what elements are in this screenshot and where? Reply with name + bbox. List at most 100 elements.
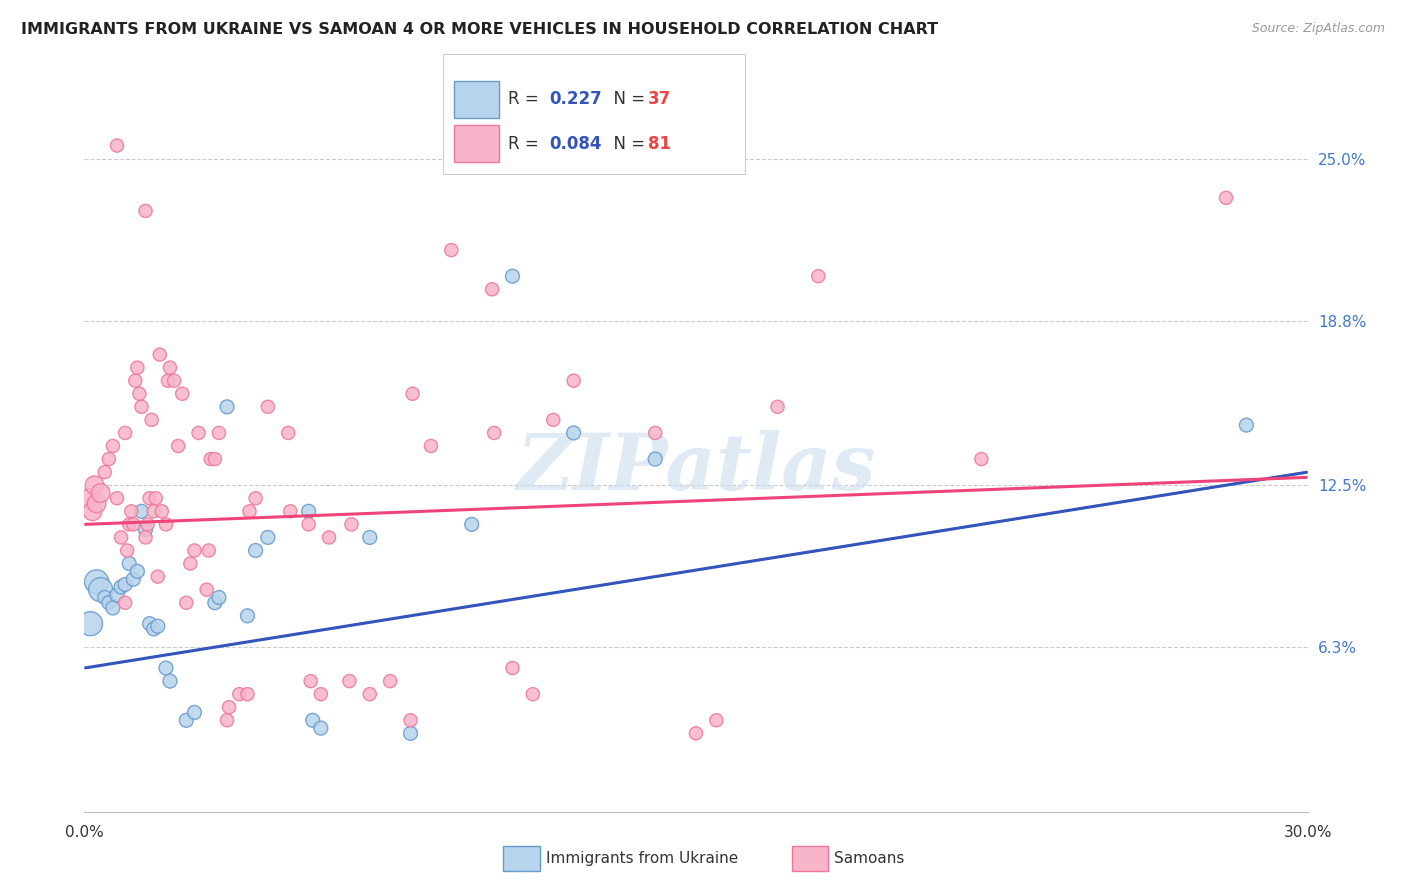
Point bbox=[118, 517, 141, 532]
Point bbox=[131, 504, 153, 518]
Point bbox=[236, 608, 259, 623]
Point bbox=[685, 726, 707, 740]
Point bbox=[145, 491, 167, 506]
Point bbox=[79, 616, 101, 631]
Point bbox=[131, 400, 153, 414]
Point bbox=[128, 386, 150, 401]
Point bbox=[238, 504, 260, 518]
Point bbox=[155, 517, 177, 532]
Point bbox=[105, 491, 128, 506]
Point bbox=[159, 674, 181, 689]
Point bbox=[142, 504, 165, 518]
Point bbox=[120, 504, 142, 518]
Point bbox=[208, 591, 231, 605]
Point bbox=[101, 601, 124, 615]
Point bbox=[86, 496, 108, 510]
Point bbox=[420, 439, 443, 453]
Point bbox=[245, 543, 267, 558]
Point bbox=[807, 269, 830, 284]
Text: 0.227: 0.227 bbox=[550, 90, 603, 108]
Point bbox=[159, 360, 181, 375]
Point bbox=[502, 661, 524, 675]
Point bbox=[340, 517, 363, 532]
Point bbox=[93, 591, 115, 605]
Point bbox=[90, 582, 112, 597]
Point bbox=[644, 452, 666, 467]
Point bbox=[217, 400, 239, 414]
Point bbox=[197, 543, 219, 558]
Point bbox=[970, 452, 993, 467]
Point bbox=[309, 721, 332, 735]
Point bbox=[155, 661, 177, 675]
Point bbox=[380, 674, 402, 689]
Point bbox=[135, 523, 157, 537]
Text: R =: R = bbox=[508, 90, 544, 108]
Point bbox=[204, 452, 226, 467]
Point bbox=[118, 557, 141, 571]
Point bbox=[122, 517, 145, 532]
Point bbox=[401, 386, 423, 401]
Point bbox=[245, 491, 267, 506]
Point bbox=[562, 425, 585, 440]
Point bbox=[97, 452, 120, 467]
Point bbox=[142, 622, 165, 636]
Point bbox=[97, 596, 120, 610]
Point bbox=[257, 530, 280, 544]
Point bbox=[172, 386, 194, 401]
Point bbox=[217, 714, 239, 728]
Point bbox=[1236, 418, 1258, 433]
Point bbox=[167, 439, 190, 453]
Text: R =: R = bbox=[508, 135, 544, 153]
Point bbox=[114, 577, 136, 591]
Text: 81: 81 bbox=[648, 135, 671, 153]
Text: 37: 37 bbox=[648, 90, 672, 108]
Point bbox=[200, 452, 222, 467]
Point bbox=[136, 517, 159, 532]
Point bbox=[195, 582, 218, 597]
Point bbox=[706, 714, 728, 728]
Point bbox=[359, 530, 381, 544]
Point bbox=[141, 413, 163, 427]
Point bbox=[562, 374, 585, 388]
Point bbox=[298, 517, 321, 532]
Point bbox=[83, 478, 105, 492]
Text: N =: N = bbox=[603, 90, 651, 108]
Point bbox=[298, 504, 321, 518]
Point bbox=[257, 400, 280, 414]
Point bbox=[277, 425, 299, 440]
Point bbox=[482, 425, 505, 440]
Point bbox=[156, 374, 179, 388]
Point bbox=[174, 714, 197, 728]
Text: N =: N = bbox=[603, 135, 651, 153]
Point bbox=[110, 580, 132, 594]
Point bbox=[90, 486, 112, 500]
Point bbox=[115, 543, 138, 558]
Point bbox=[135, 530, 157, 544]
Point bbox=[236, 687, 259, 701]
Point bbox=[208, 425, 231, 440]
Point bbox=[502, 269, 524, 284]
Point bbox=[339, 674, 361, 689]
Text: 0.084: 0.084 bbox=[550, 135, 602, 153]
Point bbox=[481, 282, 503, 296]
Point bbox=[522, 687, 544, 701]
Point bbox=[299, 674, 322, 689]
Point bbox=[461, 517, 484, 532]
Point bbox=[138, 616, 160, 631]
Point bbox=[101, 439, 124, 453]
Point bbox=[93, 465, 115, 479]
Point bbox=[218, 700, 240, 714]
Point bbox=[114, 596, 136, 610]
Point bbox=[110, 530, 132, 544]
Point bbox=[114, 425, 136, 440]
Point bbox=[127, 360, 149, 375]
Point bbox=[179, 557, 201, 571]
Point bbox=[146, 619, 169, 633]
Point bbox=[183, 543, 205, 558]
Point bbox=[440, 243, 463, 257]
Point bbox=[1215, 191, 1237, 205]
Point bbox=[318, 530, 340, 544]
Point bbox=[77, 491, 100, 506]
Text: ZIPatlas: ZIPatlas bbox=[516, 430, 876, 506]
Point bbox=[149, 348, 172, 362]
